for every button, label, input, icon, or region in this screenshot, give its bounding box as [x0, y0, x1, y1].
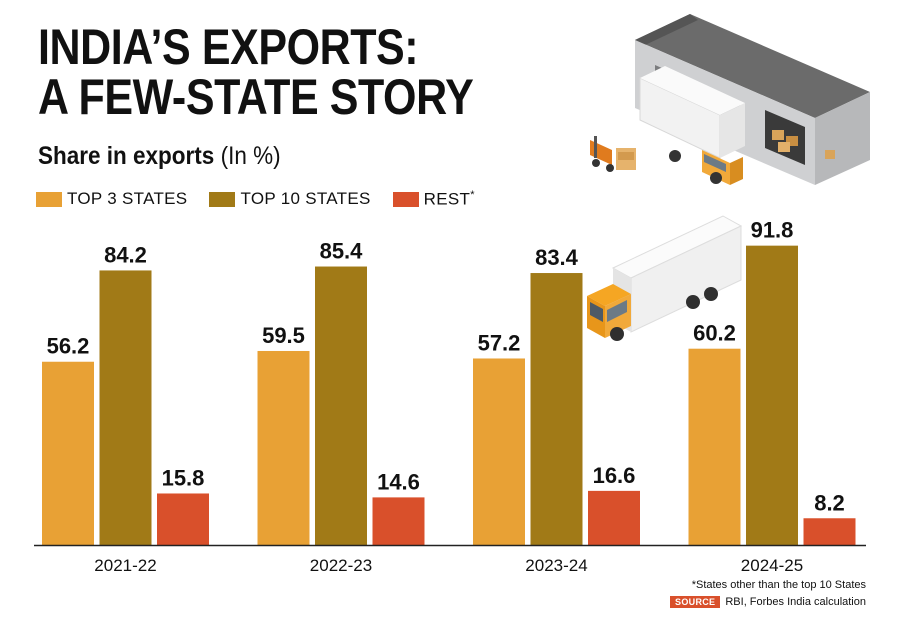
data-label-top3-2022-23: 59.5: [262, 323, 305, 348]
subtitle-unit: (In %): [220, 142, 281, 170]
legend-swatch-rest: [392, 191, 419, 207]
subtitle-text: Share in exports: [38, 142, 215, 170]
bar-top10-2021-22: [99, 270, 152, 545]
legend-asterisk: *: [470, 188, 475, 201]
legend-item-top10: TOP 10 STATES: [209, 189, 370, 209]
data-label-top3-2024-25: 60.2: [693, 321, 736, 346]
legend-label-rest: REST*: [424, 189, 475, 210]
legend-swatch-top3: [36, 191, 62, 207]
x-tick-label-2022-23: 2022-23: [310, 556, 372, 575]
data-label-rest-2023-24: 16.6: [593, 463, 636, 488]
warehouse-illustration: [590, 14, 870, 185]
data-label-rest-2022-23: 14.6: [377, 469, 420, 494]
delivery-truck-icon: [639, 66, 745, 185]
delivery-truck-icon: [587, 215, 743, 341]
bar-top3-2023-24: [473, 358, 525, 545]
data-label-rest-2024-25: 8.2: [814, 490, 845, 515]
data-label-top3-2023-24: 57.2: [478, 330, 521, 355]
source-line: SOURCE RBI, Forbes India calculation: [670, 596, 866, 608]
data-label-top10-2024-25: 91.8: [751, 218, 794, 243]
bar-rest-2021-22: [157, 493, 209, 545]
source-badge: SOURCE: [670, 596, 721, 608]
data-label-top3-2021-22: 56.2: [47, 334, 90, 359]
bar-top10-2024-25: [746, 245, 798, 546]
bar-rest-2023-24: [588, 490, 640, 545]
bar-top3-2021-22: [42, 361, 94, 545]
data-label-rest-2021-22: 15.8: [162, 465, 205, 490]
footnote: *States other than the top 10 States: [691, 579, 866, 591]
chart-subtitle: Share in exports (In %): [38, 141, 281, 171]
title-line-2: A FEW-STATE STORY: [38, 69, 474, 125]
bar-top3-2024-25: [688, 348, 741, 545]
bar-top10-2022-23: [315, 266, 367, 545]
legend-item-top3: TOP 3 STATES: [36, 189, 187, 209]
bar-rest-2022-23: [372, 497, 425, 545]
legend-swatch-top10: [209, 191, 236, 207]
x-tick-label-2024-25: 2024-25: [741, 556, 803, 575]
legend: TOP 3 STATES TOP 10 STATES REST*: [36, 189, 497, 209]
legend-label-top10: TOP 10 STATES: [240, 189, 371, 208]
data-label-top10-2023-24: 83.4: [535, 245, 579, 270]
legend-label-top3: TOP 3 STATES: [67, 189, 188, 208]
legend-label-rest-text: REST: [423, 189, 471, 209]
bar-top3-2022-23: [257, 350, 310, 545]
chart-title: INDIA’S EXPORTS: A FEW-STATE STORY: [38, 22, 520, 122]
data-label-top10-2021-22: 84.2: [104, 242, 147, 267]
bar-top10-2023-24: [530, 273, 583, 545]
forklift-icon: [590, 136, 636, 172]
bar-rest-2024-25: [803, 518, 856, 545]
data-label-top10-2022-23: 85.4: [320, 239, 364, 264]
legend-item-rest: REST*: [392, 189, 475, 210]
title-line-1: INDIA’S EXPORTS:: [38, 19, 419, 75]
x-tick-label-2021-22: 2021-22: [94, 556, 156, 575]
x-tick-label-2023-24: 2023-24: [525, 556, 587, 575]
large-truck-illustration: [587, 215, 743, 341]
source-text: RBI, Forbes India calculation: [725, 596, 866, 608]
